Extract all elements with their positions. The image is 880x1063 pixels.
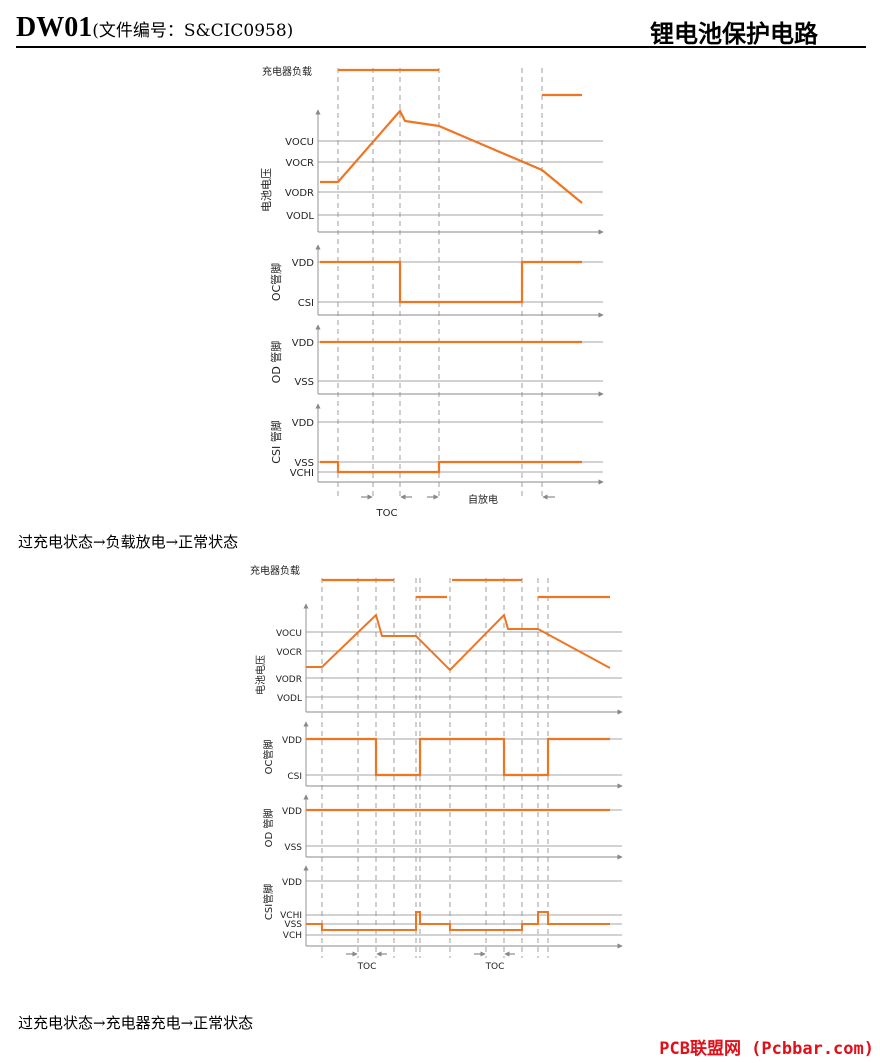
diagram1-caption: 过充电状态→负载放电→正常状态	[18, 533, 239, 551]
diagram1-voltage-panel: VOCU VOCR VODR VODL 电池电压	[260, 109, 604, 235]
level-vss-label: VSS	[284, 843, 302, 853]
level-csi-label: CSI	[287, 772, 302, 782]
diagram2-caption: 过充电状态→充电器充电→正常状态	[18, 1014, 254, 1032]
oc-pin-trace	[320, 260, 582, 304]
oc-pin-trace	[306, 737, 610, 777]
toc-label: TOC	[376, 508, 398, 519]
level-vocu-label: VOCU	[285, 137, 314, 148]
panel-axis-label: CSI 管脚	[269, 420, 283, 463]
panel-axis-label: CSI管脚	[262, 884, 275, 920]
csi-pin-trace	[306, 911, 610, 931]
panel-axis-label: 电池电压	[260, 168, 273, 212]
level-vocr-label: VOCR	[276, 648, 302, 658]
self-discharge-label: 自放电	[468, 493, 498, 506]
diagram2-od-panel: VDD VSS OD 管脚	[262, 794, 623, 860]
diagram2-load-trace	[322, 578, 610, 599]
panel-axis-label: OD 管脚	[262, 809, 275, 848]
timing-diagram-1: 充电器负载 VOCU VOCR VODR VODL 电池电压	[260, 65, 604, 519]
panel-axis-label: OC管脚	[269, 263, 283, 301]
timing-diagram-2: 充电器负载 VOCU VOCR VODR VODL 电池电压	[250, 564, 623, 972]
level-vdd-label: VDD	[292, 258, 315, 269]
diagram1-od-panel: VDD VSS OD 管脚	[269, 324, 604, 397]
diagram2-voltage-panel: VOCU VOCR VODR VODL 电池电压	[254, 603, 623, 715]
csi-pin-trace	[320, 460, 582, 474]
watermark: PCB联盟网 (Pcbbar.com)	[659, 1039, 874, 1059]
level-vocu-label: VOCU	[276, 629, 302, 639]
level-vss-label: VSS	[294, 377, 314, 388]
level-vchi-label: VCHI	[290, 468, 314, 479]
diagram2-csi-panel: VDD VCHI VSS VCH CSI管脚	[262, 865, 623, 949]
level-vss-label: VSS	[284, 920, 302, 930]
panel-axis-label: OC管脚	[262, 740, 275, 775]
battery-voltage-trace	[320, 109, 583, 204]
diagram2-oc-panel: VDD CSI OC管脚	[262, 721, 623, 789]
diagram1-guides	[337, 68, 543, 500]
diagram1-load-label: 充电器负载	[262, 65, 312, 78]
header-divider	[16, 46, 866, 48]
diagram1-load-trace	[338, 68, 582, 97]
level-vdd-label: VDD	[282, 878, 302, 888]
level-vodr-label: VODR	[276, 675, 302, 685]
panel-axis-label: OD 管脚	[269, 341, 283, 384]
brand-name: DW01	[16, 12, 93, 43]
battery-voltage-trace	[306, 613, 611, 672]
panel-axis-label: 电池电压	[254, 655, 267, 695]
diagram1-csi-panel: VDD VSS VCHI CSI 管脚	[269, 403, 604, 485]
level-vdd-label: VDD	[282, 736, 302, 746]
level-vodr-label: VODR	[285, 188, 314, 199]
level-vch-label: VCH	[283, 931, 302, 941]
level-csi-label: CSI	[298, 298, 314, 309]
level-vdd-label: VDD	[292, 338, 315, 349]
page-title: 锂电池保护电路	[650, 20, 818, 48]
level-vdd-label: VDD	[282, 807, 302, 817]
level-vdd-label: VDD	[292, 418, 315, 429]
diagram1-oc-panel: VDD CSI OC管脚	[269, 244, 604, 318]
toc-label: TOC	[357, 962, 377, 972]
diagram2-load-label: 充电器负载	[250, 564, 300, 577]
level-vss-label: VSS	[294, 458, 314, 469]
level-vodl-label: VODL	[277, 694, 302, 704]
level-vchi-label: VCHI	[280, 911, 302, 921]
document-number: (文件编号：S&CIC0958)	[92, 21, 294, 41]
level-vodl-label: VODL	[286, 211, 314, 222]
toc-label: TOC	[485, 962, 505, 972]
level-vocr-label: VOCR	[286, 158, 315, 169]
document-header: DW01(文件编号：S&CIC0958)	[16, 12, 293, 44]
